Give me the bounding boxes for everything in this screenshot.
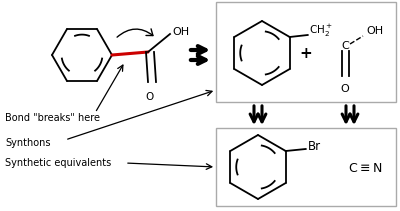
Text: O: O [146,92,154,102]
Text: +: + [300,46,312,61]
FancyArrowPatch shape [117,29,153,37]
Text: OH: OH [366,26,383,36]
Text: Br: Br [308,141,321,153]
Text: C: C [341,41,349,51]
Bar [216,2,396,102]
Text: OH: OH [172,27,189,37]
Text: C$\equiv$N: C$\equiv$N [348,161,382,174]
Text: Synthetic equivalents: Synthetic equivalents [5,158,111,168]
Text: CH$_2^+$: CH$_2^+$ [309,23,333,39]
Text: Bond "breaks" here: Bond "breaks" here [5,113,100,123]
Text: O: O [341,84,349,94]
Bar [216,128,396,206]
Text: Synthons: Synthons [5,138,50,148]
